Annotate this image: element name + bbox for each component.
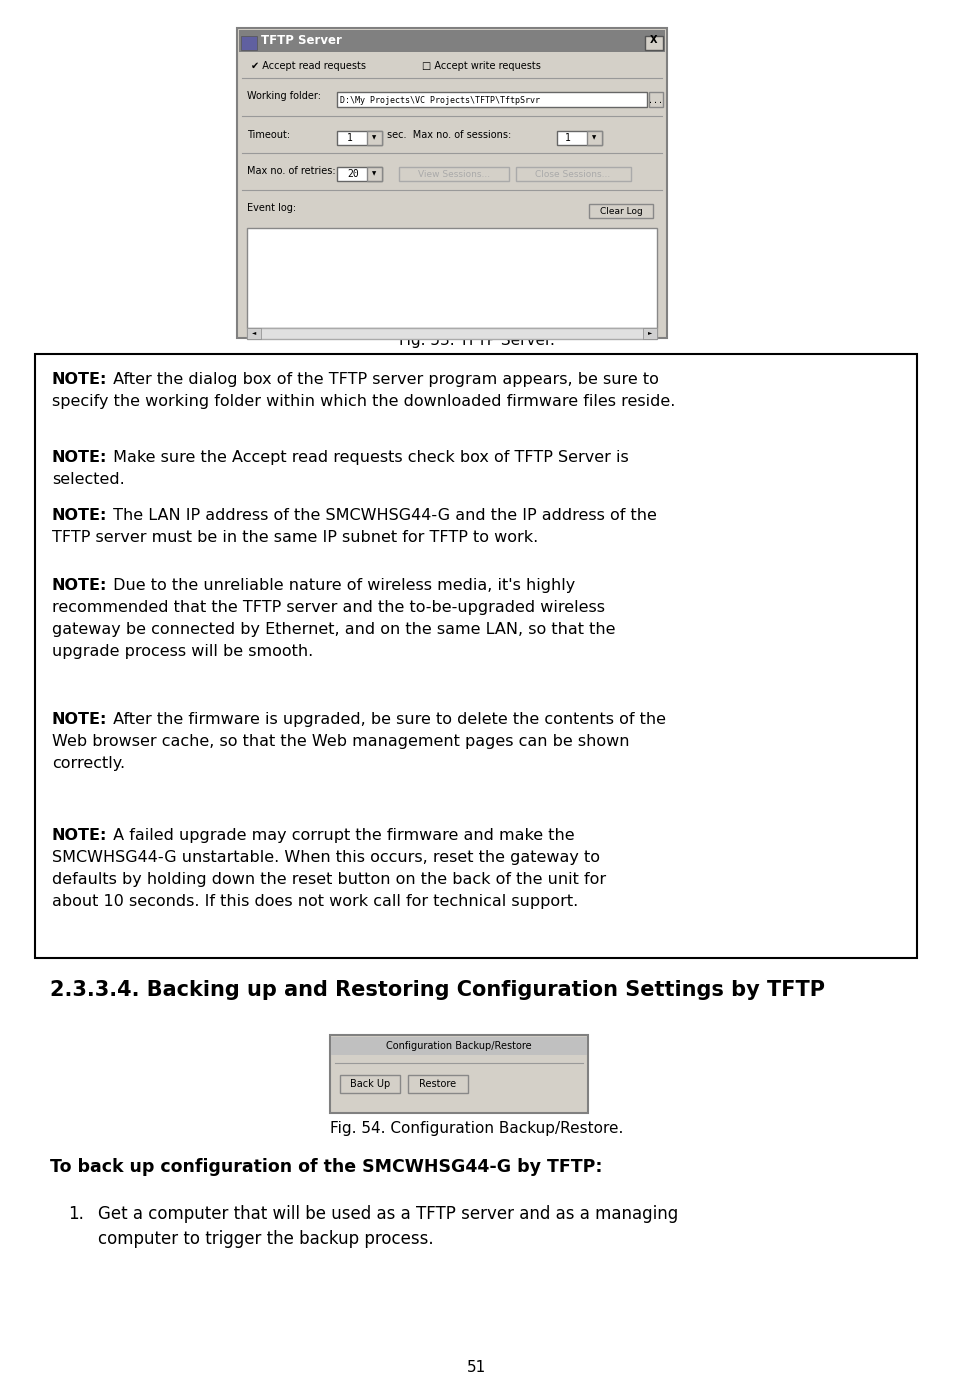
Text: Max no. of retries:: Max no. of retries:	[247, 167, 335, 176]
Text: Fig. 54. Configuration Backup/Restore.: Fig. 54. Configuration Backup/Restore.	[330, 1120, 623, 1135]
Bar	[398, 167, 509, 180]
Text: ✔ Accept read requests: ✔ Accept read requests	[251, 61, 366, 71]
Text: ▼: ▼	[591, 136, 596, 140]
Bar	[408, 1074, 468, 1092]
Text: ▼: ▼	[372, 136, 375, 140]
Text: 1: 1	[564, 133, 570, 143]
Text: about 10 seconds. If this does not work call for technical support.: about 10 seconds. If this does not work …	[52, 894, 578, 909]
Text: NOTE:: NOTE:	[52, 829, 108, 843]
Text: specify the working folder within which the downloaded firmware files reside.: specify the working folder within which …	[52, 394, 675, 409]
Text: Working folder:: Working folder:	[247, 92, 320, 101]
Text: 2.3.3.4. Backing up and Restoring Configuration Settings by TFTP: 2.3.3.4. Backing up and Restoring Config…	[50, 980, 824, 999]
Text: The LAN IP address of the SMCWHSG44-G and the IP address of the: The LAN IP address of the SMCWHSG44-G an…	[108, 508, 657, 523]
Bar	[516, 167, 630, 180]
Text: recommended that the TFTP server and the to-be-upgraded wireless: recommended that the TFTP server and the…	[52, 600, 604, 615]
Text: 20: 20	[347, 169, 358, 179]
Text: Close Sessions...: Close Sessions...	[535, 169, 610, 179]
Bar	[336, 167, 381, 180]
Text: Fig. 53. TFTP Server.: Fig. 53. TFTP Server.	[398, 333, 555, 347]
Text: Due to the unreliable nature of wireless media, it's highly: Due to the unreliable nature of wireless…	[108, 577, 575, 593]
Bar	[330, 1035, 587, 1113]
Bar	[648, 92, 662, 107]
Text: Configuration Backup/Restore: Configuration Backup/Restore	[386, 1041, 531, 1051]
Text: □ Accept write requests: □ Accept write requests	[421, 61, 540, 71]
Text: A failed upgrade may corrupt the firmware and make the: A failed upgrade may corrupt the firmwar…	[108, 829, 574, 843]
Text: View Sessions...: View Sessions...	[417, 169, 490, 179]
Bar	[247, 328, 657, 339]
Text: defaults by holding down the reset button on the back of the unit for: defaults by holding down the reset butto…	[52, 872, 605, 887]
Text: gateway be connected by Ethernet, and on the same LAN, so that the: gateway be connected by Ethernet, and on…	[52, 622, 615, 637]
Text: Web browser cache, so that the Web management pages can be shown: Web browser cache, so that the Web manag…	[52, 734, 629, 750]
Bar	[586, 130, 601, 144]
Text: Back Up: Back Up	[350, 1078, 390, 1090]
Text: sec.  Max no. of sessions:: sec. Max no. of sessions:	[387, 130, 511, 140]
Text: D:\My Projects\VC Projects\TFTP\TftpSrvr: D:\My Projects\VC Projects\TFTP\TftpSrvr	[339, 96, 539, 104]
Text: NOTE:: NOTE:	[52, 712, 108, 727]
Text: selected.: selected.	[52, 472, 125, 487]
Bar	[247, 328, 261, 339]
Text: Timeout:: Timeout:	[247, 130, 290, 140]
Text: upgrade process will be smooth.: upgrade process will be smooth.	[52, 644, 313, 659]
Text: 1: 1	[347, 133, 353, 143]
Bar	[336, 92, 646, 107]
Text: NOTE:: NOTE:	[52, 372, 108, 387]
Bar	[367, 167, 381, 180]
Text: 1.: 1.	[68, 1205, 84, 1223]
Text: ...: ...	[648, 96, 662, 104]
Text: NOTE:: NOTE:	[52, 577, 108, 593]
Text: NOTE:: NOTE:	[52, 508, 108, 523]
Bar	[236, 28, 666, 339]
Text: Clear Log: Clear Log	[599, 207, 641, 215]
Bar	[336, 130, 381, 144]
Bar	[241, 36, 256, 50]
Text: ◄: ◄	[252, 330, 255, 336]
Bar	[588, 204, 652, 218]
Bar	[642, 328, 657, 339]
Bar	[367, 130, 381, 144]
Text: correctly.: correctly.	[52, 756, 125, 770]
Text: NOTE:: NOTE:	[52, 450, 108, 465]
Text: 51: 51	[467, 1360, 486, 1376]
Bar	[247, 228, 657, 328]
Bar	[644, 36, 662, 50]
Bar	[35, 354, 916, 958]
Bar	[239, 31, 664, 51]
Text: TFTP Server: TFTP Server	[261, 33, 341, 47]
Text: To back up configuration of the SMCWHSG44-G by TFTP:: To back up configuration of the SMCWHSG4…	[50, 1158, 602, 1176]
Bar	[331, 1037, 586, 1055]
Bar	[339, 1074, 399, 1092]
Text: Get a computer that will be used as a TFTP server and as a managing: Get a computer that will be used as a TF…	[98, 1205, 678, 1223]
Text: After the dialog box of the TFTP server program appears, be sure to: After the dialog box of the TFTP server …	[108, 372, 659, 387]
Text: X: X	[650, 35, 657, 44]
Text: After the firmware is upgraded, be sure to delete the contents of the: After the firmware is upgraded, be sure …	[108, 712, 665, 727]
Text: Restore: Restore	[419, 1078, 456, 1090]
Text: Event log:: Event log:	[247, 203, 295, 212]
Text: ►: ►	[647, 330, 652, 336]
Text: ▼: ▼	[372, 172, 375, 176]
Text: computer to trigger the backup process.: computer to trigger the backup process.	[98, 1230, 434, 1248]
Text: TFTP server must be in the same IP subnet for TFTP to work.: TFTP server must be in the same IP subne…	[52, 530, 537, 545]
Bar	[557, 130, 601, 144]
Text: Make sure the Accept read requests check box of TFTP Server is: Make sure the Accept read requests check…	[108, 450, 628, 465]
Text: SMCWHSG44-G unstartable. When this occurs, reset the gateway to: SMCWHSG44-G unstartable. When this occur…	[52, 849, 599, 865]
